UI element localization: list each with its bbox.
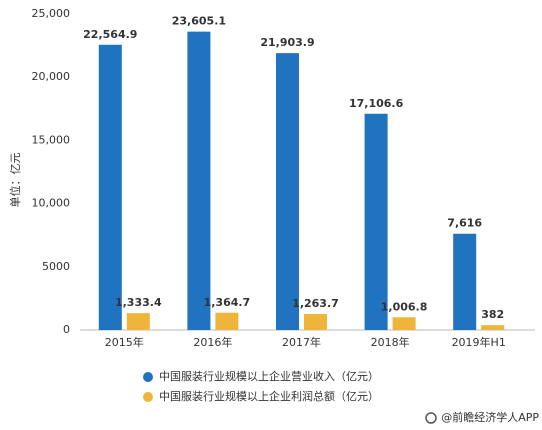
y-tick-label: 0 [63,323,70,336]
bar [364,113,388,330]
data-label: 1,006.8 [381,300,428,313]
legend-marker [143,392,153,402]
legend-label: 中国服装行业规模以上企业营业收入（亿元） [159,369,379,383]
x-tick-label: 2018年 [371,335,410,349]
y-tick-label: 20,000 [32,70,71,83]
bar [392,317,416,330]
data-label: 22,564.9 [83,28,137,41]
data-label: 382 [481,308,504,321]
bar [126,313,150,330]
source-icon [425,412,437,424]
x-tick-label: 2017年 [282,335,321,349]
x-tick-label: 2016年 [193,335,232,349]
y-tick-label: 15,000 [32,133,71,146]
data-label: 1,333.4 [115,296,162,309]
data-label: 1,364.7 [204,296,251,309]
data-label: 7,616 [447,217,482,230]
bar [215,312,239,330]
y-tick-label: 5000 [42,260,70,273]
bar [276,53,299,330]
x-tick-label: 2015年 [105,335,144,349]
bar [481,325,505,330]
legend-label: 中国服装行业规模以上企业利润总额（亿元） [159,389,379,403]
bar [453,233,477,330]
bar [187,31,211,331]
source: @前瞻经济学人APP [441,410,539,424]
y-axis-title: 单位：亿元 [8,153,22,208]
legend-marker [143,372,153,382]
data-label: 17,106.6 [349,97,404,110]
y-tick-label: 10,000 [32,197,71,210]
data-label: 21,903.9 [260,36,314,49]
data-label: 1,263.7 [292,297,339,310]
bar [304,314,327,330]
bar [98,44,122,330]
data-label: 23,605.1 [172,15,226,28]
y-tick-label: 25,000 [32,7,71,20]
x-tick-label: 2019年H1 [452,335,506,349]
